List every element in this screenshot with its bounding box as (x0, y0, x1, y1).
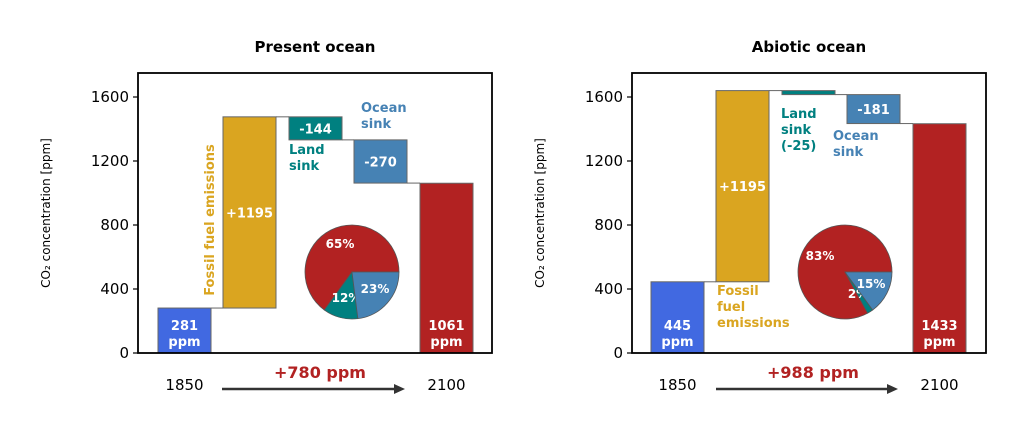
bar-label-ocean: -181 (857, 103, 890, 118)
arrow-head (394, 384, 405, 394)
y-tick-label: 0 (613, 344, 623, 362)
arrow-head (887, 384, 898, 394)
chart-panel-1: Present ocean 0 400 800 1200 1600 CO₂ concentr… (39, 38, 493, 394)
plot-frame (137, 72, 493, 354)
bar-ocean (353, 139, 408, 184)
x-tick-label-start: 1850 (165, 376, 203, 394)
y-axis-label: CO₂ concentration [ppm] (39, 138, 53, 288)
bar-label-start: 445 ppm (661, 319, 693, 350)
annotation-ocean: Ocean sink (833, 129, 879, 160)
bar-land (288, 116, 343, 141)
chart-title: Abiotic ocean (752, 38, 866, 56)
y-tick-label: 0 (119, 344, 129, 362)
y-tick-label: 1600 (585, 88, 623, 106)
bar-end (419, 182, 474, 354)
bar-label-start: 281 ppm (168, 319, 200, 350)
y-tick-label: 400 (594, 280, 623, 298)
bar-label-end: 1061 ppm (428, 319, 464, 350)
pie-label-3: 15% (857, 277, 886, 291)
bar-end (912, 123, 967, 354)
pie-slice-3 (844, 271, 893, 311)
bar-label-land: -144 (299, 122, 332, 137)
pie-label-1: 83% (806, 249, 835, 263)
pie-label-3: 23% (361, 282, 390, 296)
bar-ocean (846, 94, 901, 125)
bar-land (781, 90, 836, 96)
bar-label-end: 1433 ppm (921, 319, 957, 350)
y-tick-label: 400 (100, 280, 129, 298)
bar-fossil (222, 116, 277, 309)
bar-start (650, 281, 705, 354)
bar-fossil (715, 90, 770, 283)
x-tick-label-end: 2100 (427, 376, 465, 394)
y-tick-label: 1200 (585, 152, 623, 170)
pie-slice-3 (351, 271, 400, 320)
annotation-land: Land sink (-25) (781, 107, 817, 154)
y-axis-label: CO₂ concentration [ppm] (533, 138, 547, 288)
plot-frame (631, 72, 987, 354)
y-tick-label: 800 (594, 216, 623, 234)
bar-label-ocean: -270 (364, 155, 397, 170)
annotation-land: Land sink (289, 143, 325, 174)
bar-label-fossil: +1195 (719, 180, 766, 195)
x-tick-label-start: 1850 (658, 376, 696, 394)
annotation-fossil: Fossil fuel emissions (717, 284, 790, 331)
pie-label-1: 65% (326, 237, 355, 251)
x-tick-label-end: 2100 (920, 376, 958, 394)
pie-label-2: 12% (332, 291, 361, 305)
annotation-fossil: Fossil fuel emissions (203, 144, 218, 296)
y-tick-label: 800 (100, 216, 129, 234)
chart-title: Present ocean (255, 38, 376, 56)
annotation-ocean: Ocean sink (361, 101, 407, 132)
delta-label: +780 ppm (274, 363, 366, 382)
chart-panel-2: Abiotic ocean 0 400 800 1200 1600 CO₂ concentr… (533, 38, 987, 394)
delta-label: +988 ppm (767, 363, 859, 382)
y-tick-label: 1200 (91, 152, 129, 170)
bar-label-fossil: +1195 (226, 206, 273, 221)
y-tick-label: 1600 (91, 88, 129, 106)
pie-slice-1 (304, 224, 400, 311)
bar-start (157, 307, 212, 354)
